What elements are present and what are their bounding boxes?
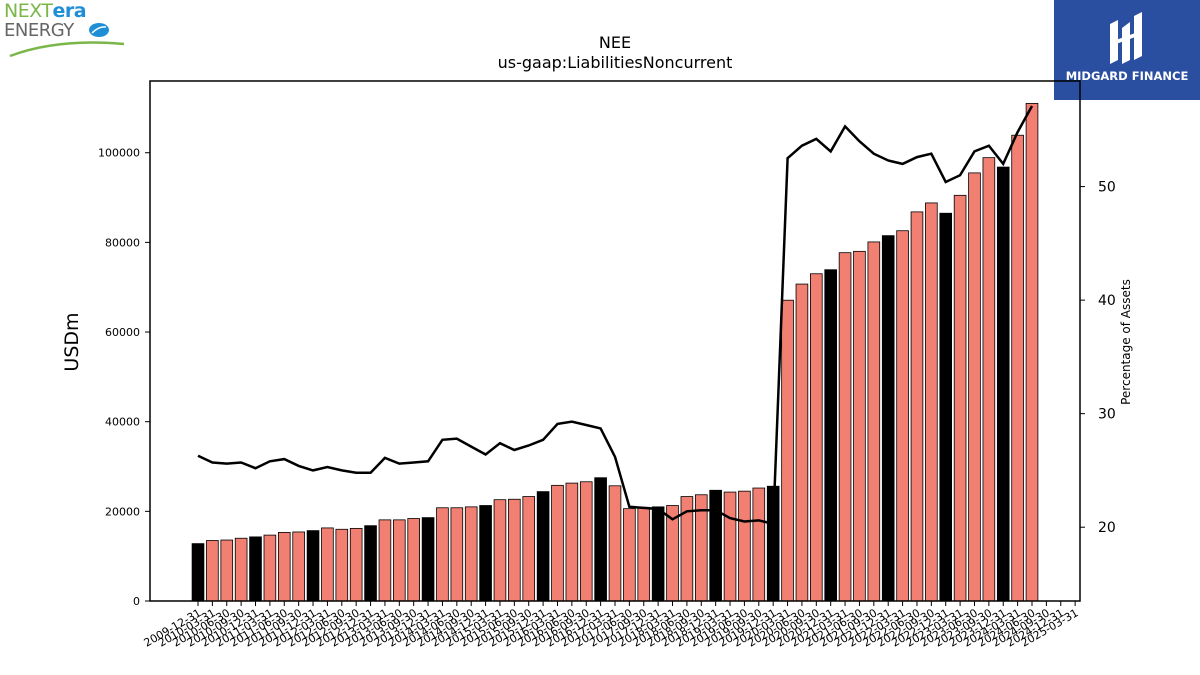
- bar: [263, 534, 277, 602]
- y2-tick-label: 20: [1098, 520, 1116, 536]
- bar: [881, 235, 895, 602]
- bar: [234, 537, 248, 602]
- bar: [479, 505, 492, 602]
- bar: [637, 506, 651, 602]
- energy-drop-icon: [89, 23, 109, 37]
- y-axis-label: USDm: [61, 312, 83, 371]
- y2-tick-label: 30: [1098, 407, 1116, 423]
- y-tick-label: 20000: [105, 505, 140, 518]
- bar: [536, 491, 550, 602]
- bar: [191, 543, 205, 602]
- y-tick-label: 100000: [98, 147, 140, 160]
- bar: [781, 299, 794, 602]
- logo-line-1: NEXTera: [4, 0, 87, 22]
- bar: [407, 518, 420, 602]
- bar: [306, 530, 320, 602]
- midgard-finance-logo: MIDGARD FINANCE: [1054, 0, 1200, 100]
- bar: [249, 536, 262, 602]
- logo-line-2: ENERGY: [4, 20, 74, 41]
- bar: [522, 496, 536, 602]
- bar: [436, 507, 449, 602]
- bar: [421, 517, 435, 602]
- y-tick-label: 40000: [105, 416, 140, 429]
- bar: [378, 519, 392, 602]
- bar: [594, 477, 607, 602]
- y-tick-label: 60000: [105, 326, 140, 339]
- bar: [910, 211, 924, 602]
- bar: [939, 212, 953, 602]
- bar: [752, 487, 766, 602]
- bar: [565, 482, 579, 602]
- y2-axis-label: Percentage of Assets: [1119, 279, 1133, 405]
- bar: [393, 519, 406, 602]
- bar: [493, 499, 507, 602]
- bar: [335, 528, 349, 602]
- bar: [551, 484, 564, 602]
- midgard-mark-icon: [1110, 12, 1142, 64]
- bar: [982, 157, 996, 602]
- bar: [953, 194, 967, 602]
- bar: [321, 527, 334, 602]
- bar: [623, 508, 636, 602]
- bar: [896, 230, 909, 602]
- line-series: [197, 105, 1034, 526]
- bar: [838, 252, 852, 602]
- chart-title: NEE: [599, 33, 631, 52]
- bar: [996, 166, 1010, 602]
- bar: [292, 531, 305, 602]
- logo-next-text: NEXT: [4, 0, 53, 22]
- bar: [349, 527, 363, 602]
- y-tick-label: 0: [133, 595, 140, 608]
- y2-tick-label: 50: [1098, 180, 1116, 196]
- logo-era-text: era: [52, 0, 87, 22]
- axes: 020000400006000080000100000203040502009-…: [98, 147, 1116, 650]
- logo-energy-text: ENERGY: [4, 20, 74, 41]
- bar: [1025, 103, 1039, 602]
- bar: [608, 485, 622, 602]
- bar: [723, 491, 737, 602]
- bar: [853, 250, 866, 602]
- bar: [364, 525, 377, 602]
- bar: [579, 481, 593, 602]
- bar: [824, 269, 837, 602]
- bar: [925, 202, 938, 602]
- plot-frame: [149, 80, 1081, 602]
- bar: [709, 489, 722, 602]
- bar: [795, 283, 809, 602]
- percentage-line: [197, 105, 1034, 526]
- chart-subtitle: us-gaap:LiabilitiesNoncurrent: [498, 53, 733, 72]
- bar: [968, 172, 981, 602]
- bar: [206, 540, 219, 602]
- bar: [508, 498, 521, 602]
- bar: [1011, 134, 1024, 602]
- bar: [277, 532, 291, 602]
- midgard-name: MIDGARD FINANCE: [1065, 69, 1189, 83]
- y2-tick-label: 40: [1098, 293, 1116, 309]
- bar: [651, 506, 665, 602]
- swoosh-icon: [9, 41, 125, 58]
- bar-series: [191, 103, 1039, 602]
- bar: [810, 273, 823, 602]
- bar: [220, 539, 234, 602]
- y-tick-label: 80000: [105, 236, 140, 249]
- bar: [464, 506, 478, 602]
- bar: [867, 241, 881, 602]
- bar: [450, 507, 464, 602]
- bar: [738, 490, 751, 602]
- nextera-energy-logo: NEXTera ENERGY: [0, 0, 130, 60]
